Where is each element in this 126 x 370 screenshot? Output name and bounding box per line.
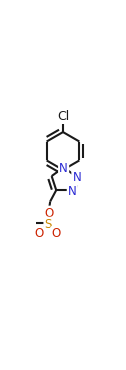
Text: N: N [59,162,68,175]
Text: N: N [68,185,77,198]
Text: S: S [45,218,52,231]
Text: O: O [35,227,44,241]
Text: Cl: Cl [57,110,69,123]
Text: O: O [44,207,54,220]
Text: N: N [72,171,81,184]
Text: O: O [52,227,61,241]
